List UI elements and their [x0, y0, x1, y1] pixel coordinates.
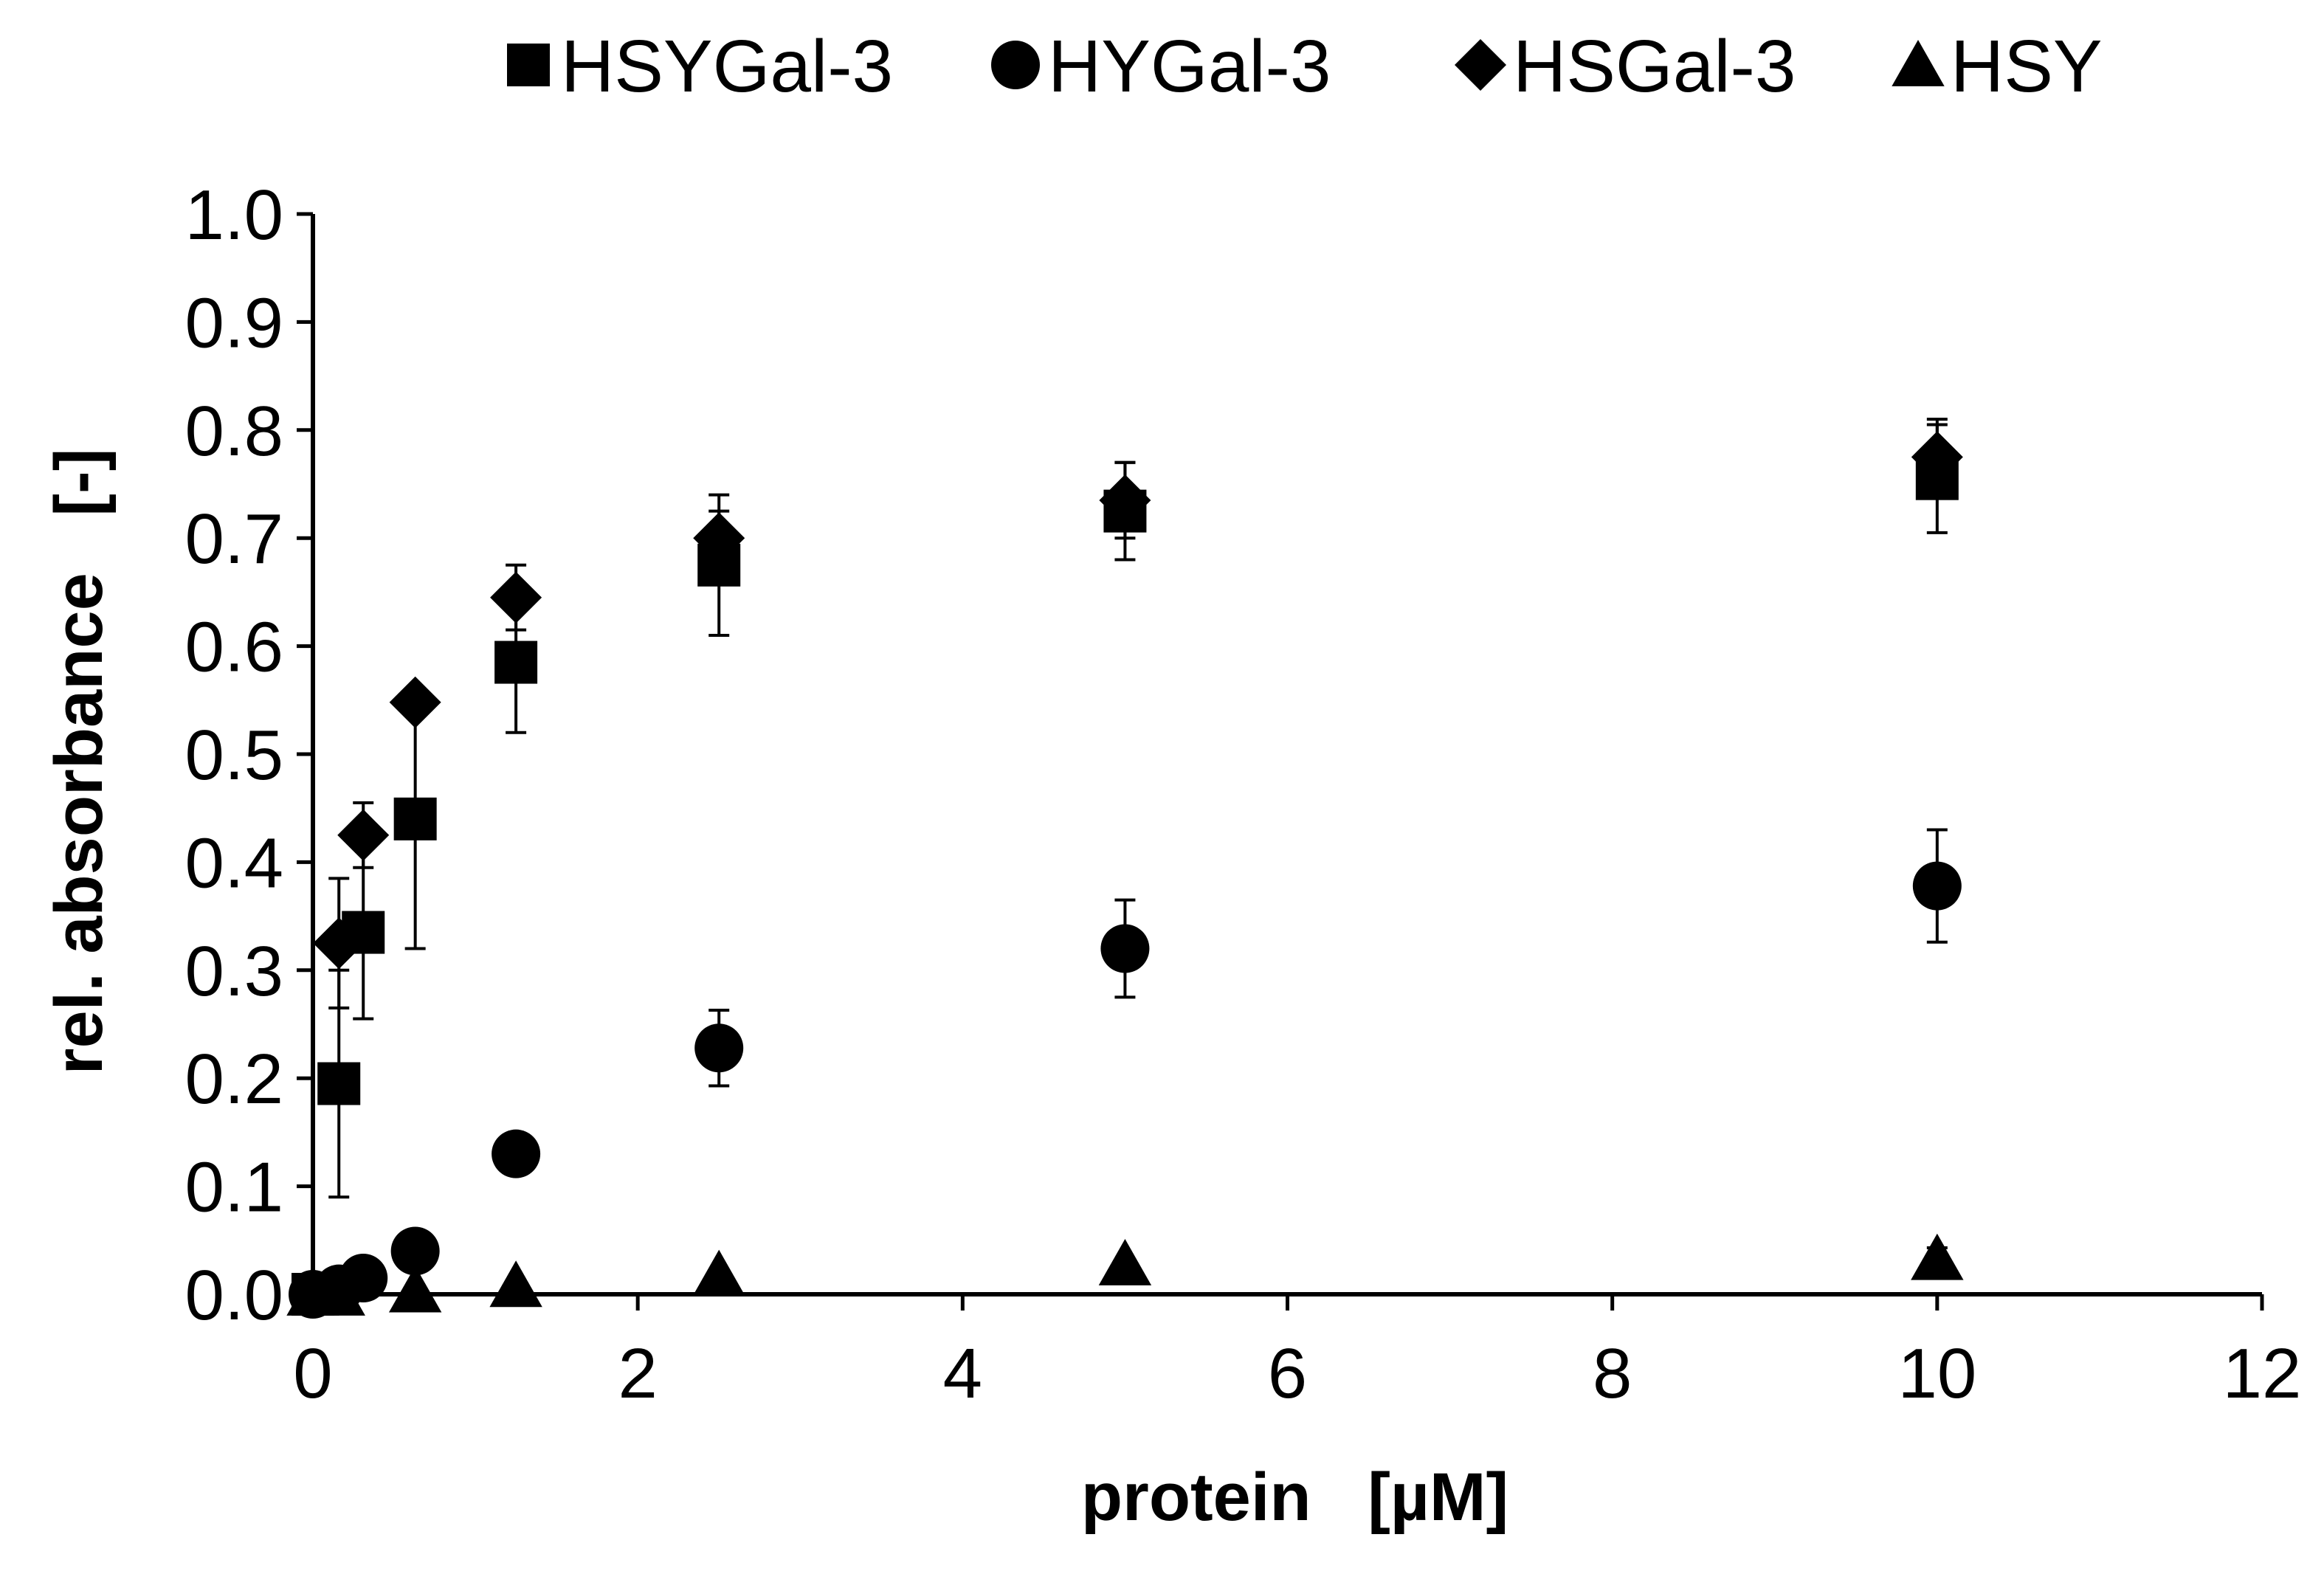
data-point	[317, 1062, 361, 1105]
data-point	[312, 1269, 365, 1316]
y-ticks: 0.0 0.1 0.2 0.3 0.4 0.5 0.6 0.7 0.8 0.9 1.0	[185, 176, 313, 1335]
data-point	[489, 1260, 542, 1308]
legend-marker-circle	[991, 41, 1040, 89]
data-point	[1099, 474, 1151, 526]
y-tick-label: 0.7	[185, 500, 283, 579]
data-point	[388, 1266, 442, 1313]
data-point	[337, 809, 390, 861]
data-point	[693, 512, 745, 564]
legend-item: HSGal-3	[1455, 25, 1796, 108]
legend-marker-triangle	[1892, 40, 1945, 86]
legend-item: HYGal-3	[991, 25, 1331, 108]
x-tick-label: 12	[2223, 1334, 2302, 1413]
axes: 0.0 0.1 0.2 0.3 0.4 0.5 0.6 0.7 0.8 0.9 1.0 0 2 4 6 8 1…	[185, 176, 2302, 1413]
data-point	[393, 797, 437, 840]
x-axis-title: protein [µM]	[1081, 1460, 1508, 1535]
legend-item: HSY	[1892, 25, 2103, 108]
x-tick-label: 6	[1268, 1334, 1307, 1413]
x-ticks: 0 2 4 6 8 10 12	[293, 1294, 2301, 1413]
legend-label: HSY	[1951, 25, 2103, 108]
y-tick-label: 0.5	[185, 716, 283, 795]
legend-label: HYGal-3	[1048, 25, 1331, 108]
legend-item: HSYGal-3	[507, 25, 893, 108]
series-square	[292, 423, 1959, 1316]
y-tick-label: 0.0	[185, 1256, 283, 1335]
data-point	[313, 917, 365, 970]
data-point	[1912, 861, 1962, 911]
legend-label: HSYGal-3	[561, 25, 893, 108]
y-tick-label: 0.4	[185, 824, 283, 902]
data-point	[492, 1129, 541, 1178]
legend-label: HSGal-3	[1513, 25, 1796, 108]
plot-area	[286, 418, 1964, 1319]
x-tick-label: 8	[1593, 1334, 1632, 1413]
data-point	[1911, 1233, 1964, 1280]
x-tick-label: 4	[943, 1334, 982, 1413]
data-point	[1100, 924, 1150, 973]
data-point	[390, 1226, 440, 1276]
series-triangle	[286, 1233, 1964, 1316]
y-tick-label: 0.9	[185, 283, 283, 362]
legend: HSYGal-3 HYGal-3 HSGal-3 HSY	[507, 25, 2103, 108]
data-point	[389, 676, 441, 728]
y-axis-title: rel. absorbance [-]	[41, 449, 117, 1075]
data-point	[494, 641, 538, 684]
y-tick-label: 0.8	[185, 392, 283, 471]
data-point	[339, 1254, 388, 1303]
x-tick-label: 2	[618, 1334, 657, 1413]
data-point	[490, 571, 542, 624]
data-point	[1098, 1239, 1152, 1285]
legend-marker-diamond	[1455, 39, 1506, 91]
y-tick-label: 0.2	[185, 1040, 283, 1119]
x-tick-label: 0	[293, 1334, 332, 1413]
data-point	[694, 1023, 744, 1073]
y-tick-label: 1.0	[185, 176, 283, 255]
data-point	[692, 1249, 745, 1296]
data-point	[1911, 431, 1963, 483]
y-tick-label: 0.1	[185, 1148, 283, 1227]
y-tick-label: 0.3	[185, 932, 283, 1011]
x-tick-label: 10	[1897, 1334, 1976, 1413]
y-tick-label: 0.6	[185, 608, 283, 687]
series-diamond	[313, 418, 1963, 1010]
legend-marker-square	[507, 44, 550, 86]
